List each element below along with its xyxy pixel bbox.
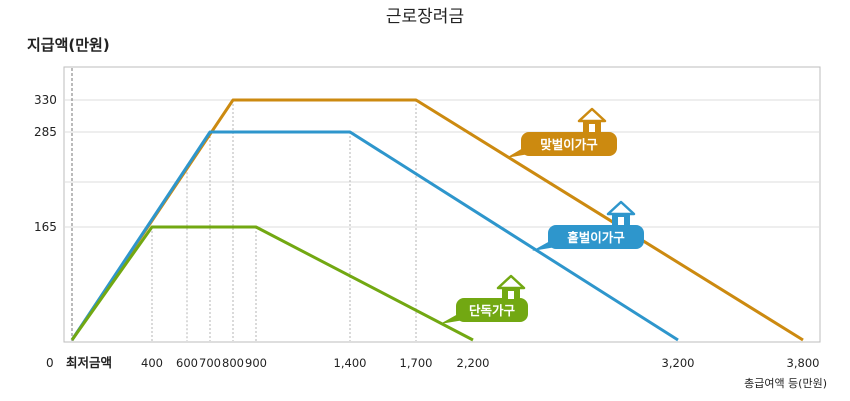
series-line xyxy=(70,225,474,342)
x-ticks: 400 600 700 800 900 1,400 1,700 2,200 3,200 3,800 xyxy=(141,356,819,370)
y-tick-label: 285 xyxy=(34,125,57,139)
series-line xyxy=(70,130,679,342)
x-tick-label: 1,400 xyxy=(334,356,367,370)
x-guide-lines xyxy=(151,100,417,341)
x-axis-label: 총급여액 등(만원) xyxy=(744,377,827,390)
x-tick-label: 3,800 xyxy=(787,356,820,370)
x-tick-label: 2,200 xyxy=(457,356,490,370)
y-axis-label: 지급액(만원) xyxy=(27,36,110,54)
x-tick-label: 800 xyxy=(222,356,244,370)
x-tick-label: 400 xyxy=(141,356,163,370)
tag-box xyxy=(548,225,644,249)
x-tick-label: 900 xyxy=(245,356,267,370)
x-tick-label: 3,200 xyxy=(662,356,695,370)
tag-box xyxy=(456,298,528,322)
legend-tag: 맞벌이가구 xyxy=(506,107,617,158)
legend-tag: 홑벌이가구 xyxy=(532,200,644,251)
house-icon xyxy=(496,274,526,299)
house-icon xyxy=(606,200,636,225)
series-lines xyxy=(70,98,804,342)
legend-tag: 단독가구 xyxy=(440,274,528,324)
plot-area xyxy=(63,66,821,343)
x-tick-label: 1,700 xyxy=(400,356,433,370)
y-ticks: 165 285 330 xyxy=(34,93,57,234)
min-wage-label: 최저금액 xyxy=(66,355,112,370)
origin-label: 0 xyxy=(46,356,54,370)
chart-title: 근로장려금 xyxy=(386,7,464,27)
y-tick-label: 165 xyxy=(34,220,57,234)
legend-label: 맞벌이가구 xyxy=(540,137,598,152)
legend-label: 단독가구 xyxy=(469,303,516,318)
house-icon xyxy=(577,107,607,132)
tag-box xyxy=(521,132,617,156)
x-tick-label: 700 xyxy=(199,356,221,370)
legend-label: 홑벌이가구 xyxy=(567,230,625,245)
x-tick-label: 600 xyxy=(176,356,198,370)
y-tick-label: 330 xyxy=(34,93,57,107)
